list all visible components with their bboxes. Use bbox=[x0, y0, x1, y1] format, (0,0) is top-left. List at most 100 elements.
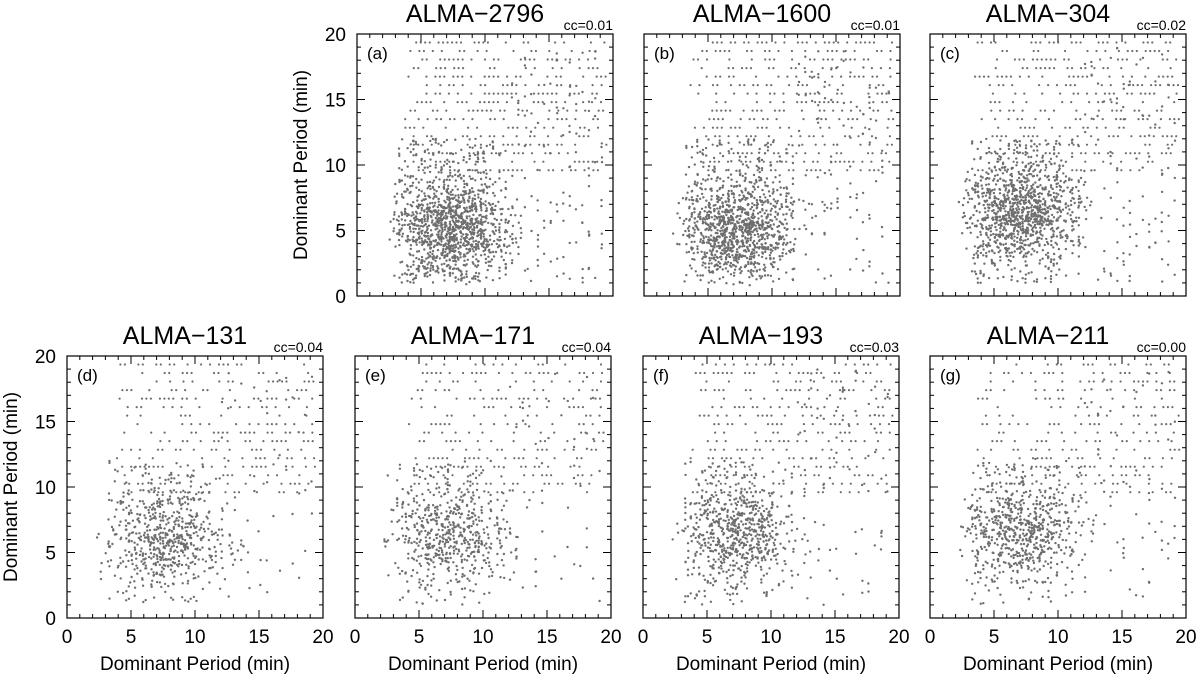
point bbox=[887, 281, 890, 284]
point bbox=[772, 188, 775, 191]
point bbox=[1008, 214, 1011, 217]
point bbox=[498, 170, 501, 174]
point bbox=[428, 196, 432, 199]
point bbox=[738, 84, 741, 87]
point bbox=[1121, 75, 1124, 78]
point bbox=[987, 172, 990, 176]
point bbox=[1033, 168, 1037, 171]
point bbox=[476, 243, 480, 246]
point bbox=[1044, 211, 1048, 214]
point bbox=[751, 202, 754, 205]
point bbox=[479, 254, 483, 257]
point bbox=[1109, 272, 1112, 275]
point bbox=[1177, 118, 1180, 121]
point bbox=[993, 236, 997, 239]
point bbox=[460, 279, 463, 282]
point bbox=[491, 211, 494, 215]
point bbox=[1038, 178, 1041, 182]
point bbox=[412, 213, 415, 216]
point bbox=[718, 135, 721, 138]
point bbox=[446, 41, 449, 44]
point bbox=[1128, 279, 1131, 283]
point bbox=[1034, 219, 1038, 222]
point bbox=[404, 212, 407, 215]
point bbox=[829, 274, 833, 277]
point bbox=[1011, 202, 1014, 205]
point bbox=[532, 92, 536, 95]
point bbox=[1024, 165, 1027, 168]
point bbox=[804, 94, 807, 97]
point bbox=[604, 75, 607, 78]
point bbox=[1006, 168, 1009, 171]
point bbox=[502, 143, 505, 146]
point bbox=[1115, 46, 1119, 50]
point bbox=[693, 258, 696, 261]
point bbox=[768, 49, 771, 53]
point bbox=[720, 126, 723, 129]
point bbox=[1038, 143, 1041, 146]
point bbox=[723, 230, 726, 233]
point bbox=[1019, 226, 1022, 229]
point bbox=[1094, 92, 1098, 95]
point bbox=[1067, 204, 1070, 208]
point bbox=[722, 180, 725, 183]
point bbox=[457, 169, 461, 172]
point bbox=[436, 248, 440, 252]
point bbox=[774, 248, 777, 251]
panel-b: (b)ALMA−1600 cc=0.01 bbox=[643, 0, 901, 297]
point bbox=[552, 126, 555, 129]
point bbox=[1097, 41, 1100, 44]
point bbox=[426, 225, 429, 228]
point bbox=[497, 92, 500, 95]
point bbox=[981, 218, 984, 221]
point bbox=[791, 58, 794, 61]
point bbox=[587, 100, 591, 103]
point bbox=[1000, 207, 1003, 210]
point bbox=[504, 41, 507, 44]
point bbox=[1003, 152, 1007, 155]
point bbox=[581, 204, 584, 207]
point bbox=[1002, 193, 1006, 196]
point bbox=[1115, 218, 1119, 221]
point bbox=[436, 214, 439, 217]
point bbox=[676, 242, 679, 246]
point bbox=[1015, 207, 1018, 210]
point bbox=[503, 231, 507, 234]
point bbox=[1005, 220, 1008, 223]
point bbox=[776, 160, 779, 163]
point bbox=[395, 202, 398, 205]
point bbox=[1022, 169, 1026, 172]
point bbox=[482, 156, 485, 160]
point bbox=[1026, 238, 1030, 241]
scatter-points bbox=[388, 41, 608, 286]
point bbox=[1073, 84, 1076, 87]
point bbox=[1010, 184, 1013, 188]
point bbox=[764, 250, 767, 254]
point bbox=[420, 237, 423, 240]
point bbox=[504, 196, 507, 199]
point bbox=[698, 84, 701, 87]
point bbox=[703, 210, 706, 213]
point bbox=[486, 268, 489, 272]
point bbox=[1075, 169, 1078, 172]
point bbox=[739, 266, 743, 269]
point bbox=[742, 221, 745, 224]
point bbox=[424, 231, 427, 234]
point bbox=[420, 162, 423, 166]
point bbox=[998, 101, 1001, 104]
point bbox=[699, 150, 702, 153]
point bbox=[842, 101, 846, 105]
point bbox=[821, 200, 824, 204]
point bbox=[756, 157, 759, 161]
point bbox=[556, 210, 559, 213]
point bbox=[1013, 267, 1016, 270]
point bbox=[1090, 74, 1093, 77]
point bbox=[1040, 58, 1043, 61]
point bbox=[433, 204, 436, 207]
point bbox=[600, 198, 603, 202]
point bbox=[413, 277, 416, 280]
point bbox=[745, 67, 748, 70]
point bbox=[1024, 126, 1027, 129]
point bbox=[1000, 75, 1004, 78]
point bbox=[840, 58, 843, 61]
